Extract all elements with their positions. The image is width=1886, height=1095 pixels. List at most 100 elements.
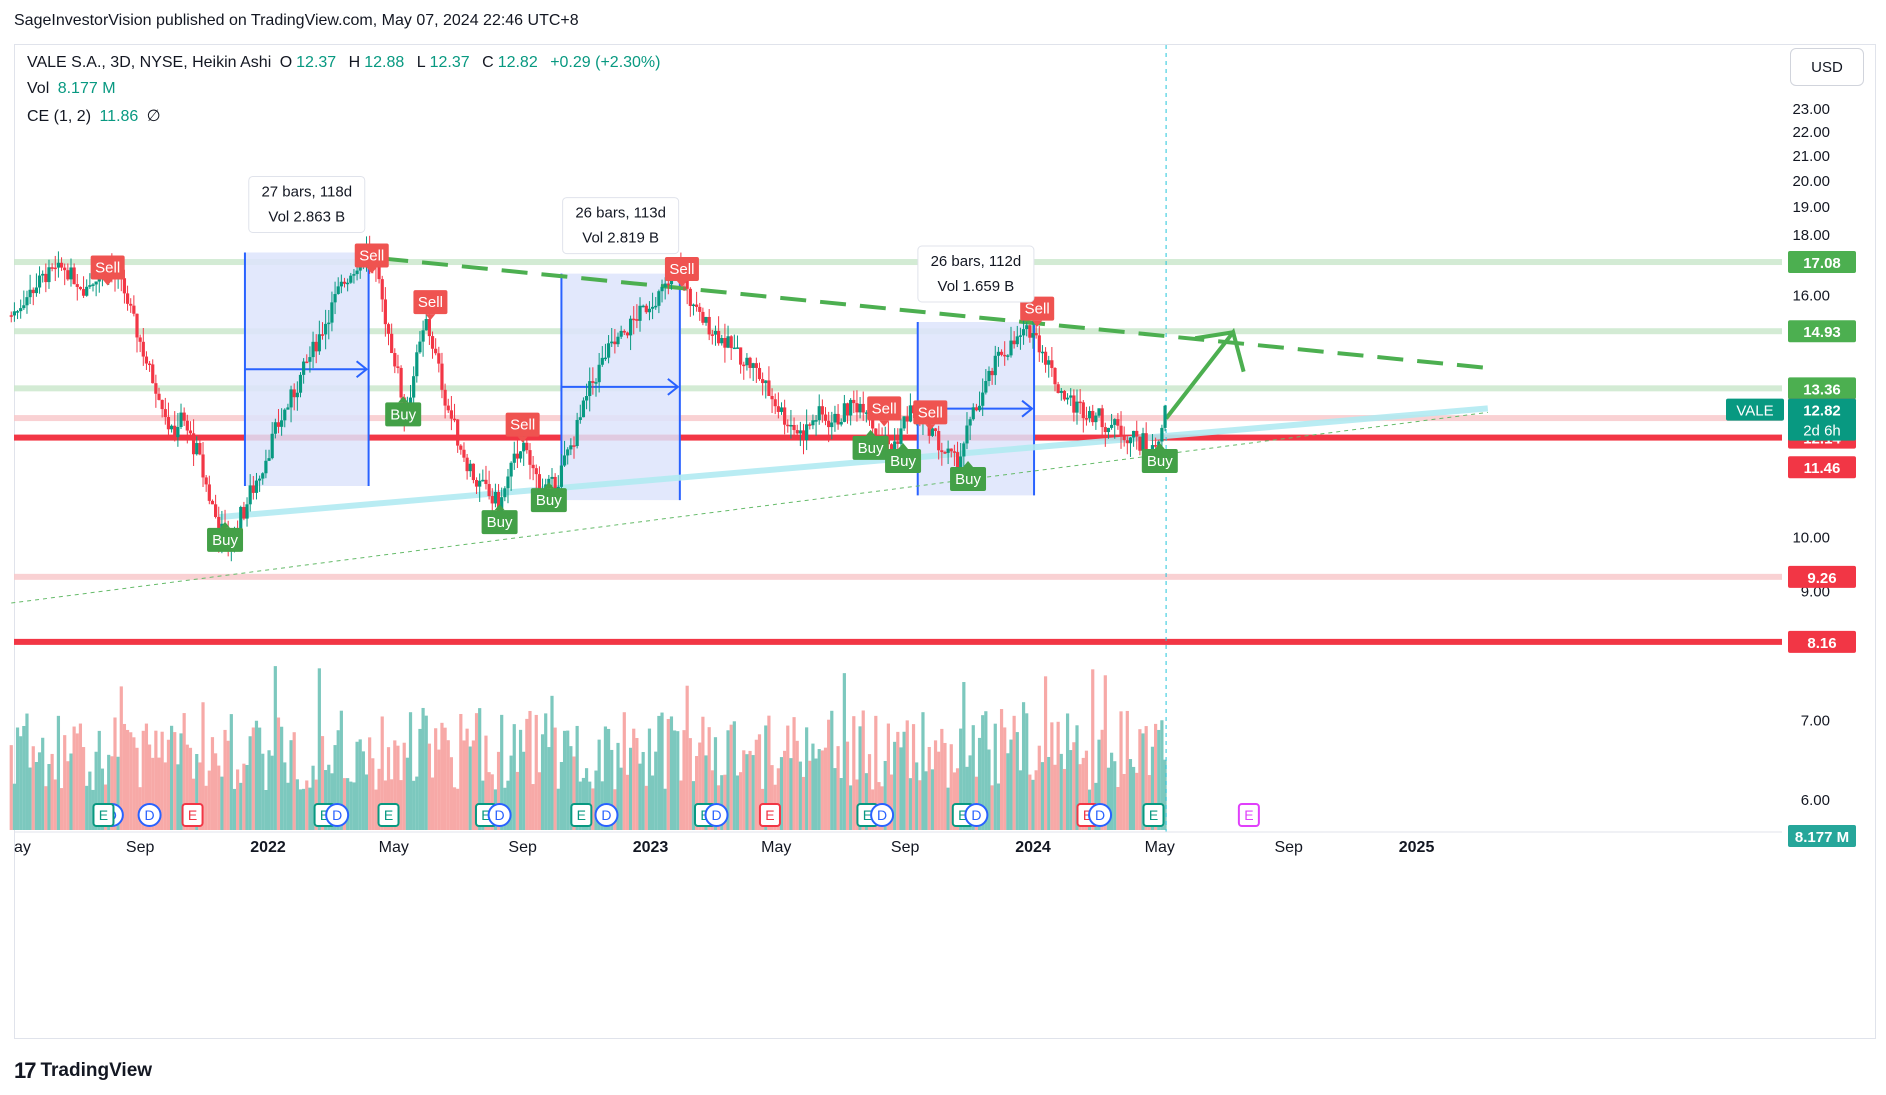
volume-bar: [339, 710, 343, 830]
candle-body: [1050, 360, 1054, 369]
candle-body: [833, 413, 837, 423]
signal-box: [867, 396, 902, 421]
candle-body: [723, 337, 727, 348]
candle-body: [81, 289, 86, 296]
candle-body: [641, 305, 645, 308]
candle-body: [874, 428, 878, 436]
volume-bar: [210, 737, 215, 830]
volume-bar: [701, 716, 705, 830]
candle-body: [1157, 441, 1161, 447]
candle-body: [1047, 360, 1051, 365]
volume-bar: [342, 778, 347, 830]
legend-ohlc[interactable]: VALE S.A., 3D, NYSE, Heikin Ashi O 12.37 …: [27, 54, 664, 72]
signal-box: [505, 412, 540, 437]
volume-bar: [19, 736, 23, 830]
candle-body: [459, 445, 463, 450]
chart-frame[interactable]: [14, 44, 1876, 1039]
candle-body: [764, 380, 768, 384]
candle-body: [940, 450, 944, 453]
candle-body: [182, 412, 186, 421]
event-letter: D: [711, 807, 721, 823]
volume-bar: [666, 718, 670, 830]
volume-bar: [166, 739, 171, 830]
sell-signal: Sell: [913, 400, 948, 431]
candle-body: [1154, 445, 1158, 447]
volume-bar: [144, 723, 149, 830]
volume-bar: [358, 739, 362, 830]
volume-bar: [1135, 772, 1139, 830]
projection-arrow: [1164, 327, 1246, 420]
candle-body: [393, 353, 397, 367]
signal-label: Buy: [390, 406, 416, 423]
candle-body: [85, 286, 89, 296]
candle-body: [75, 284, 79, 287]
tradingview-footer[interactable]: 17 TradingView: [14, 1058, 152, 1084]
volume-bar: [584, 768, 589, 830]
candle-body: [739, 347, 743, 365]
candle-body: [122, 278, 127, 294]
volume-bar: [754, 739, 758, 830]
signal-box: [90, 255, 125, 280]
volume-bar: [371, 758, 375, 830]
candle-body: [996, 351, 1001, 356]
candle-body: [902, 416, 906, 429]
volume-bar: [786, 725, 790, 830]
legend-volume[interactable]: Vol 8.177 M: [27, 80, 120, 98]
volume-bar: [977, 737, 982, 830]
volume-bar: [173, 732, 177, 830]
candle-body: [845, 403, 850, 416]
event-letter: E: [958, 807, 967, 823]
projection-arrow-head: [1194, 330, 1234, 341]
volume-layer: [9, 666, 1167, 830]
signal-label: Sell: [359, 247, 384, 264]
volume-bar: [949, 744, 953, 830]
volume-bar: [437, 749, 441, 830]
price-label-box: [1788, 320, 1856, 343]
signal-box: [413, 290, 448, 315]
volume-bar: [603, 726, 608, 830]
candle-body: [597, 364, 601, 383]
y-tick-label: 23.00: [1792, 101, 1830, 118]
volume-bar: [908, 778, 912, 830]
earnings-marker: E: [181, 803, 204, 827]
volume-bar: [688, 738, 692, 830]
candle-body: [311, 341, 315, 358]
volume-bar: [628, 747, 633, 830]
volume-bar: [1072, 742, 1076, 830]
candle-body: [207, 484, 211, 501]
signal-pointer: [963, 461, 974, 468]
candle-body: [735, 347, 740, 349]
y-tick-label: 16.00: [1792, 288, 1830, 305]
volume-bar: [292, 732, 296, 830]
volume-bar: [893, 741, 897, 830]
candle-body: [849, 399, 853, 416]
signal-pointer: [366, 267, 377, 274]
volume-bar: [15, 727, 20, 830]
volume-bar: [368, 737, 372, 830]
candle-body: [251, 485, 255, 493]
volume-bar: [594, 770, 598, 830]
candle-body: [572, 445, 576, 447]
candle-body: [324, 323, 328, 335]
dividend-circle: [594, 803, 619, 827]
volume-bar: [566, 730, 570, 830]
volume-bar: [823, 747, 828, 830]
currency-button[interactable]: USD: [1790, 48, 1864, 86]
candle-body: [478, 480, 482, 487]
candle-body: [383, 299, 387, 325]
y-tick-label: 21.00: [1792, 148, 1830, 165]
volume-bar: [927, 746, 931, 830]
hidden-eye-icon[interactable]: ∅: [146, 108, 161, 125]
signal-pointer: [1032, 320, 1043, 327]
candle-body: [987, 370, 991, 382]
dividend-circle: [964, 803, 989, 827]
volume-bar: [506, 780, 510, 830]
candle-body: [298, 374, 303, 393]
volume-bar: [44, 786, 48, 830]
volume-bar: [226, 740, 230, 830]
legend-ce[interactable]: CE (1, 2) 11.86 ∅: [27, 106, 165, 126]
candle-body: [553, 476, 557, 497]
legend-ce-value: 11.86: [99, 108, 139, 125]
measure-callout-1: 27 bars, 118d Vol 2.863 B: [248, 175, 366, 233]
